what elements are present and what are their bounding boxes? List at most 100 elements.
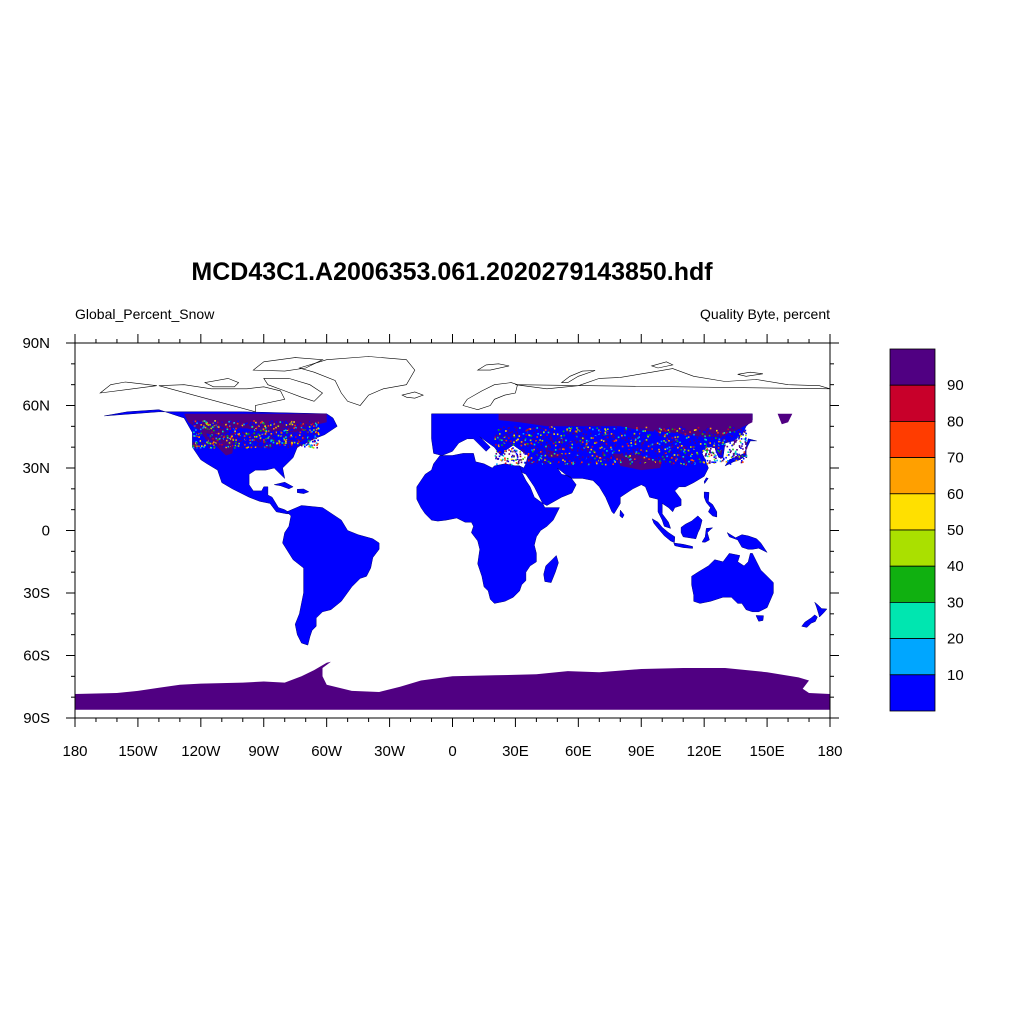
snow-pixel <box>628 447 631 449</box>
snow-pixel <box>552 442 555 445</box>
snow-pixel <box>525 462 527 464</box>
snow-pixel <box>301 439 304 441</box>
snow-pixel <box>668 440 670 442</box>
snow-pixel <box>581 437 583 439</box>
snow-pixel <box>596 447 598 450</box>
snow-pixel <box>498 455 501 458</box>
snow-pixel <box>734 440 737 442</box>
snow-pixel <box>264 429 266 432</box>
snow-pixel <box>545 457 547 460</box>
snow-pixel <box>266 423 269 426</box>
snow-pixel <box>238 432 240 435</box>
snow-pixel <box>553 433 555 435</box>
snow-pixel <box>699 443 702 445</box>
snow-pixel <box>204 426 207 429</box>
snow-pixel <box>671 437 674 439</box>
snow-pixel <box>287 420 290 422</box>
snow-pixel <box>697 457 699 460</box>
snow-pixel <box>233 427 236 430</box>
snow-pixel <box>745 456 748 458</box>
snow-pixel <box>213 434 215 436</box>
snow-pixel <box>731 457 734 460</box>
snow-pixel <box>671 444 674 446</box>
snow-pixel <box>547 452 550 454</box>
snow-pixel <box>739 433 741 435</box>
snow-pixel <box>712 433 715 436</box>
snow-pixel <box>715 451 718 453</box>
snow-pixel <box>300 425 303 427</box>
snow-pixel <box>546 448 548 450</box>
snow-pixel <box>206 423 208 425</box>
snow-pixel <box>590 437 593 439</box>
snow-pixel <box>209 446 211 449</box>
snow-pixel <box>252 422 255 424</box>
snow-pixel <box>693 433 695 436</box>
snow-pixel <box>293 445 295 447</box>
snow-pixel <box>720 457 722 459</box>
snow-pixel <box>633 451 635 453</box>
snow-pixel <box>718 434 720 437</box>
snow-pixel <box>708 437 711 439</box>
snow-pixel <box>660 456 663 459</box>
snow-pixel <box>584 431 587 433</box>
snow-pixel <box>648 442 651 445</box>
snow-pixel <box>255 435 258 438</box>
snow-pixel <box>504 459 506 461</box>
snow-pixel <box>545 445 547 448</box>
snow-pixel <box>210 423 213 426</box>
snow-pixel <box>727 460 729 462</box>
snow-pixel <box>603 435 606 437</box>
snow-pixel <box>675 459 677 462</box>
snow-pixel <box>729 451 732 454</box>
snow-pixel <box>586 448 588 450</box>
snow-pixel <box>680 426 682 429</box>
snow-pixel <box>308 443 310 446</box>
snow-pixel <box>557 437 559 440</box>
snow-pixel <box>637 437 639 439</box>
snow-pixel <box>310 431 312 433</box>
snow-pixel <box>658 438 661 440</box>
snow-pixel <box>723 432 726 434</box>
snow-pixel <box>682 433 684 435</box>
snow-pixel <box>541 449 543 451</box>
snow-pixel <box>523 440 525 442</box>
snow-pixel <box>618 432 620 434</box>
x-tick-label: 120E <box>687 743 722 760</box>
snow-pixel <box>519 455 522 458</box>
snow-pixel <box>636 427 638 429</box>
snow-pixel <box>633 439 635 441</box>
snow-pixel <box>533 448 535 451</box>
snow-pixel <box>253 433 256 435</box>
snow-pixel <box>613 428 616 430</box>
snow-pixel <box>312 431 314 433</box>
snow-pixel <box>570 448 573 450</box>
snow-pixel <box>307 439 310 442</box>
snow-pixel <box>195 424 197 427</box>
snow-pixel <box>593 446 595 448</box>
snow-pixel <box>521 448 524 451</box>
snow-pixel <box>544 459 546 461</box>
snow-pixel <box>565 459 567 461</box>
snow-pixel <box>286 431 288 434</box>
y-tick-label: 30S <box>23 585 50 602</box>
snow-pixel <box>706 462 709 465</box>
snow-pixel <box>647 435 649 438</box>
snow-pixel <box>666 433 668 435</box>
snow-pixel <box>193 441 195 444</box>
snow-pixel <box>661 447 664 449</box>
snow-pixel <box>696 453 699 455</box>
snow-pixel <box>560 427 563 430</box>
snow-pixel <box>681 450 684 452</box>
snow-pixel <box>253 425 255 427</box>
snow-pixel <box>599 429 602 431</box>
snow-pixel <box>235 444 238 446</box>
snow-pixel <box>693 429 696 431</box>
snow-pixel <box>300 426 303 429</box>
snow-pixel <box>562 430 565 433</box>
snow-pixel <box>713 456 716 458</box>
snow-pixel <box>228 438 231 441</box>
snow-pixel <box>211 426 214 428</box>
snow-pixel <box>687 436 690 438</box>
snow-pixel <box>620 461 622 464</box>
snow-pixel <box>613 434 615 437</box>
